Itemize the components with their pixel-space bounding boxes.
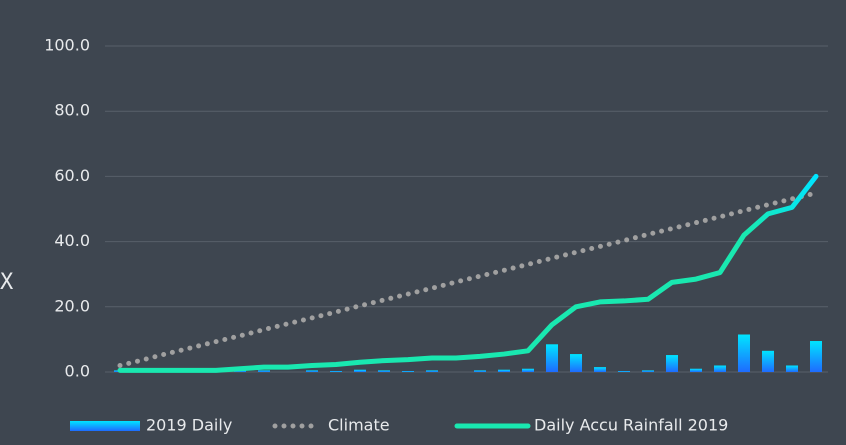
bar — [402, 371, 414, 372]
bar — [306, 370, 318, 372]
y-tick-label: 40.0 — [54, 231, 90, 250]
bar — [474, 370, 486, 372]
bar — [786, 365, 798, 372]
bar — [618, 371, 630, 372]
bar — [354, 369, 366, 372]
bar — [426, 370, 438, 372]
bar — [690, 368, 702, 372]
legend-label: Climate — [328, 416, 390, 435]
y-tick-label: 20.0 — [54, 296, 90, 315]
bar — [522, 368, 534, 372]
bar — [258, 370, 270, 372]
bar — [738, 334, 750, 372]
legend-label: Daily Accu Rainfall 2019 — [534, 416, 728, 435]
bar — [642, 370, 654, 372]
bar — [498, 369, 510, 372]
bar — [714, 365, 726, 372]
bar — [546, 344, 558, 372]
legend-label: 2019 Daily — [146, 416, 232, 435]
bar — [570, 354, 582, 372]
bar — [666, 355, 678, 372]
legend-swatch — [70, 421, 140, 431]
bar — [378, 370, 390, 372]
y-tick-label: 0.0 — [65, 362, 90, 381]
climate-line — [117, 190, 819, 368]
bar — [810, 341, 822, 372]
bar — [594, 367, 606, 372]
side-label: X — [0, 270, 14, 295]
y-tick-label: 100.0 — [44, 36, 90, 55]
bar — [762, 350, 774, 372]
y-tick-label: 60.0 — [54, 166, 90, 185]
y-tick-label: 80.0 — [54, 101, 90, 120]
bar — [330, 371, 342, 372]
line — [117, 173, 819, 373]
